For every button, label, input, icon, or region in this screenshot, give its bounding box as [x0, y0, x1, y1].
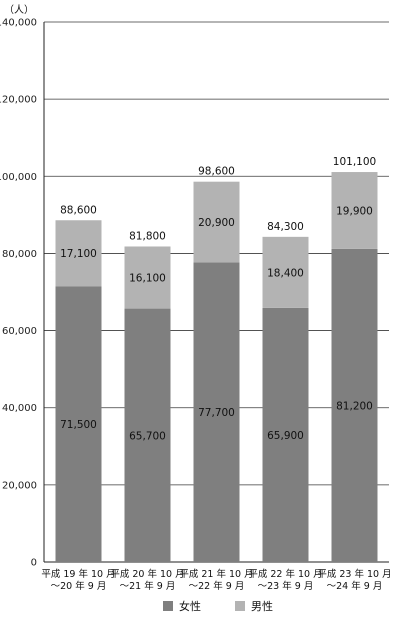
x-tick-label: ～24 年 9 月: [327, 580, 383, 592]
bar-female: [331, 248, 378, 563]
y-tick-label: 20,000: [2, 480, 37, 491]
data-label: 81,200: [336, 400, 373, 412]
total-label: 98,600: [198, 166, 235, 178]
y-tick-label: 40,000: [2, 403, 37, 414]
data-label: 17,100: [60, 248, 97, 260]
bar-female: [193, 262, 240, 562]
x-tick-label: ～22 年 9 月: [189, 580, 245, 592]
total-label: 101,100: [333, 156, 376, 168]
data-label: 77,700: [198, 407, 235, 419]
y-tick-label: 140,000: [0, 18, 37, 29]
legend-label: 男性: [251, 599, 273, 613]
bar-male: [331, 172, 378, 249]
total-label: 81,800: [129, 230, 166, 242]
x-tick-label: 平成 23 年 10 月: [317, 568, 391, 580]
data-label: 65,900: [267, 430, 304, 442]
bar-male: [124, 246, 171, 309]
y-tick-label: 60,000: [2, 326, 37, 337]
x-tick-label: 平成 21 年 10 月: [179, 568, 253, 580]
legend-swatch: [163, 601, 173, 611]
bar-male: [193, 181, 240, 263]
bar-female: [262, 307, 309, 562]
data-label: 16,100: [129, 273, 166, 285]
x-tick-label: 平成 22 年 10 月: [248, 568, 322, 580]
bars: [55, 172, 378, 563]
y-tick-label: 100,000: [0, 172, 37, 183]
legend: 女性 男性: [163, 599, 273, 613]
y-tick-label: 0: [31, 558, 37, 569]
legend-swatch: [235, 601, 245, 611]
total-label: 84,300: [267, 221, 304, 233]
data-labels: 71,500 17,100 88,600 65,700 16,100 81,800 77,7…: [60, 156, 376, 442]
bar-female: [124, 308, 171, 562]
legend-label: 女性: [179, 599, 201, 613]
total-label: 88,600: [60, 204, 97, 216]
data-label: 18,400: [267, 267, 304, 279]
x-axis: 平成 19 年 10 月～20 年 9 月平成 20 年 10 月～21 年 9…: [41, 568, 391, 592]
data-label: 71,500: [60, 419, 97, 431]
x-tick-label: 平成 19 年 10 月: [41, 568, 115, 580]
bar-female: [55, 286, 102, 562]
x-tick-label: ～20 年 9 月: [51, 580, 107, 592]
x-tick-label: ～21 年 9 月: [120, 580, 176, 592]
y-unit-label: （人）: [4, 4, 34, 16]
y-tick-label: 80,000: [2, 249, 37, 260]
bar-male: [262, 236, 309, 308]
x-tick-label: ～23 年 9 月: [258, 580, 314, 592]
data-label: 65,700: [129, 430, 166, 442]
bar-male: [55, 220, 102, 287]
y-tick-label: 120,000: [0, 95, 37, 106]
data-label: 19,900: [336, 205, 373, 217]
data-label: 20,900: [198, 217, 235, 229]
x-tick-label: 平成 20 年 10 月: [110, 568, 184, 580]
